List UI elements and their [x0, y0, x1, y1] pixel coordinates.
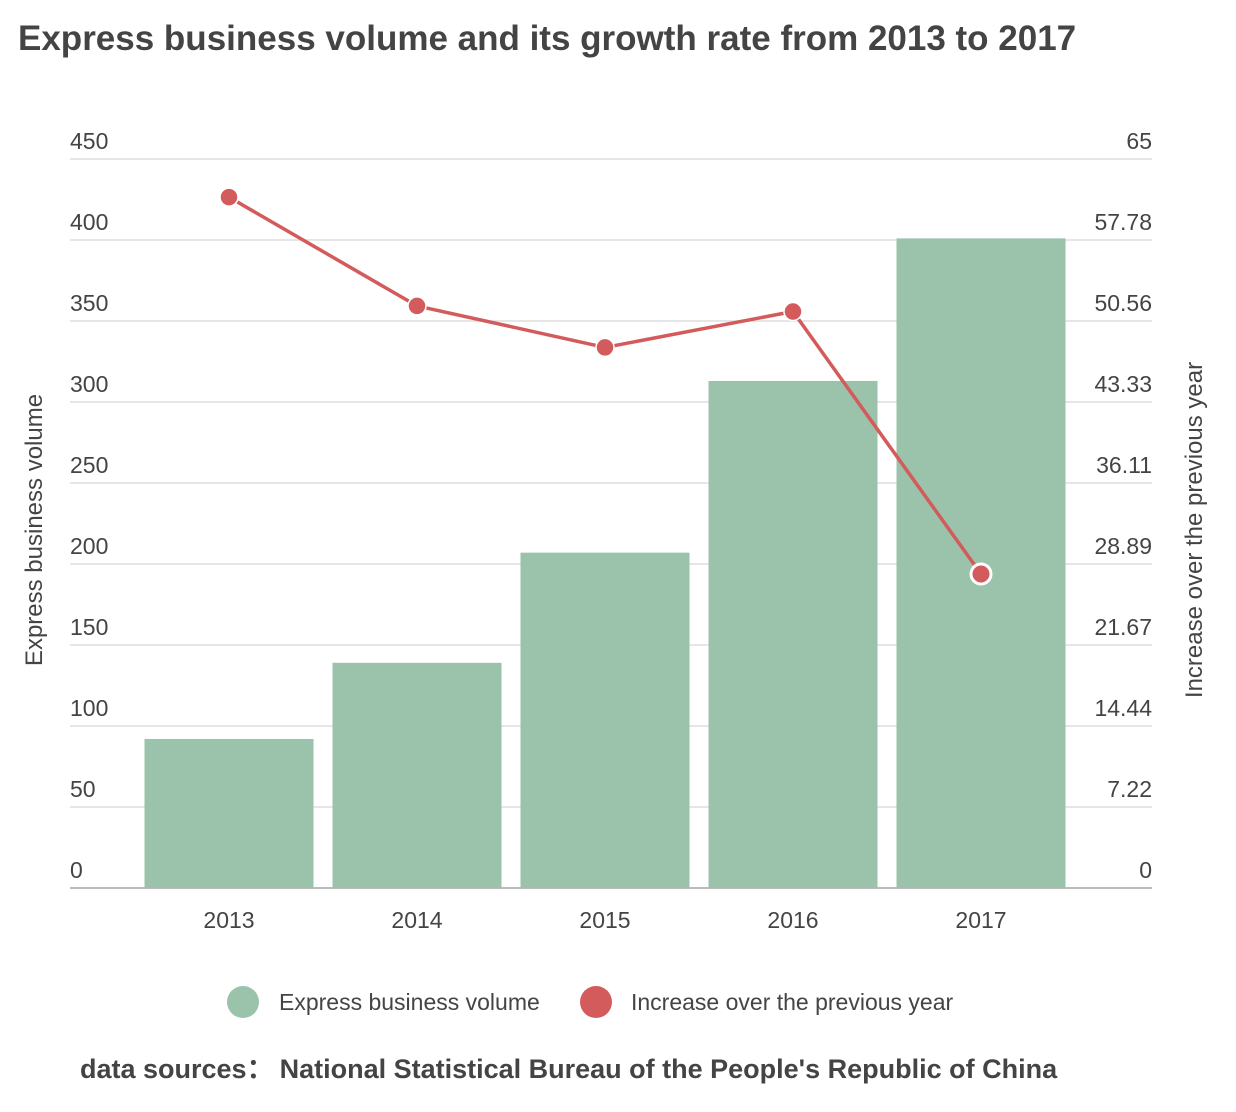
bar-series — [144, 238, 1066, 888]
bar — [708, 380, 878, 888]
bar — [520, 552, 690, 888]
legend-swatch-line — [580, 986, 612, 1018]
left-tick-label: 150 — [70, 614, 108, 640]
data-source-note: data sources： National Statistical Bureau… — [80, 1054, 1058, 1084]
right-tick-label: 21.67 — [1094, 614, 1152, 640]
left-tick-label: 300 — [70, 371, 108, 397]
bar — [332, 662, 502, 888]
chart-title: Express business volume and its growth r… — [18, 19, 1076, 58]
x-tick-label: 2013 — [203, 907, 254, 933]
right-axis-ticks: 0 7.22 14.44 21.67 28.89 36.11 43.33 50.56 57.78… — [1094, 128, 1152, 883]
left-tick-label: 450 — [70, 128, 108, 154]
x-tick-label: 2017 — [955, 907, 1006, 933]
legend: Express business volume Increase over th… — [227, 986, 954, 1018]
left-tick-label: 50 — [70, 776, 96, 802]
x-tick-label: 2015 — [579, 907, 630, 933]
right-tick-label: 43.33 — [1094, 371, 1152, 397]
line-point — [783, 301, 803, 322]
line-point — [219, 187, 239, 207]
data-source-label: data sources： — [80, 1054, 274, 1084]
line-point — [595, 337, 615, 358]
right-tick-label: 65 — [1126, 128, 1152, 154]
x-axis-ticks: 2013 2014 2015 2016 2017 — [203, 907, 1006, 933]
right-tick-label: 0 — [1139, 857, 1152, 883]
right-tick-label: 28.89 — [1094, 533, 1152, 559]
right-tick-label: 36.11 — [1096, 452, 1152, 478]
left-tick-label: 200 — [70, 533, 108, 559]
right-tick-label: 50.56 — [1094, 290, 1152, 316]
x-tick-label: 2014 — [391, 907, 442, 933]
data-source-text: National Statistical Bureau of the Peopl… — [280, 1054, 1059, 1084]
line-point — [407, 296, 427, 316]
right-tick-label: 7.22 — [1107, 776, 1152, 802]
bar — [144, 738, 314, 888]
line-point — [969, 562, 993, 586]
right-axis-title: Increase over the previous year — [1181, 362, 1208, 698]
legend-label-bar: Express business volume — [279, 989, 540, 1015]
left-axis-title: Express business volume — [21, 394, 48, 666]
left-tick-label: 250 — [70, 452, 108, 478]
right-tick-label: 14.44 — [1094, 695, 1152, 721]
left-tick-label: 0 — [70, 857, 83, 883]
legend-swatch-bar — [227, 986, 259, 1018]
left-axis-ticks: 0 50 100 150 200 250 300 350 400 450 — [70, 128, 108, 883]
legend-label-line: Increase over the previous year — [631, 989, 954, 1015]
left-tick-label: 350 — [70, 290, 108, 316]
x-tick-label: 2016 — [767, 907, 818, 933]
left-tick-label: 400 — [70, 209, 108, 235]
line-series — [219, 187, 993, 586]
right-tick-label: 57.78 — [1094, 209, 1152, 235]
left-tick-label: 100 — [70, 695, 108, 721]
